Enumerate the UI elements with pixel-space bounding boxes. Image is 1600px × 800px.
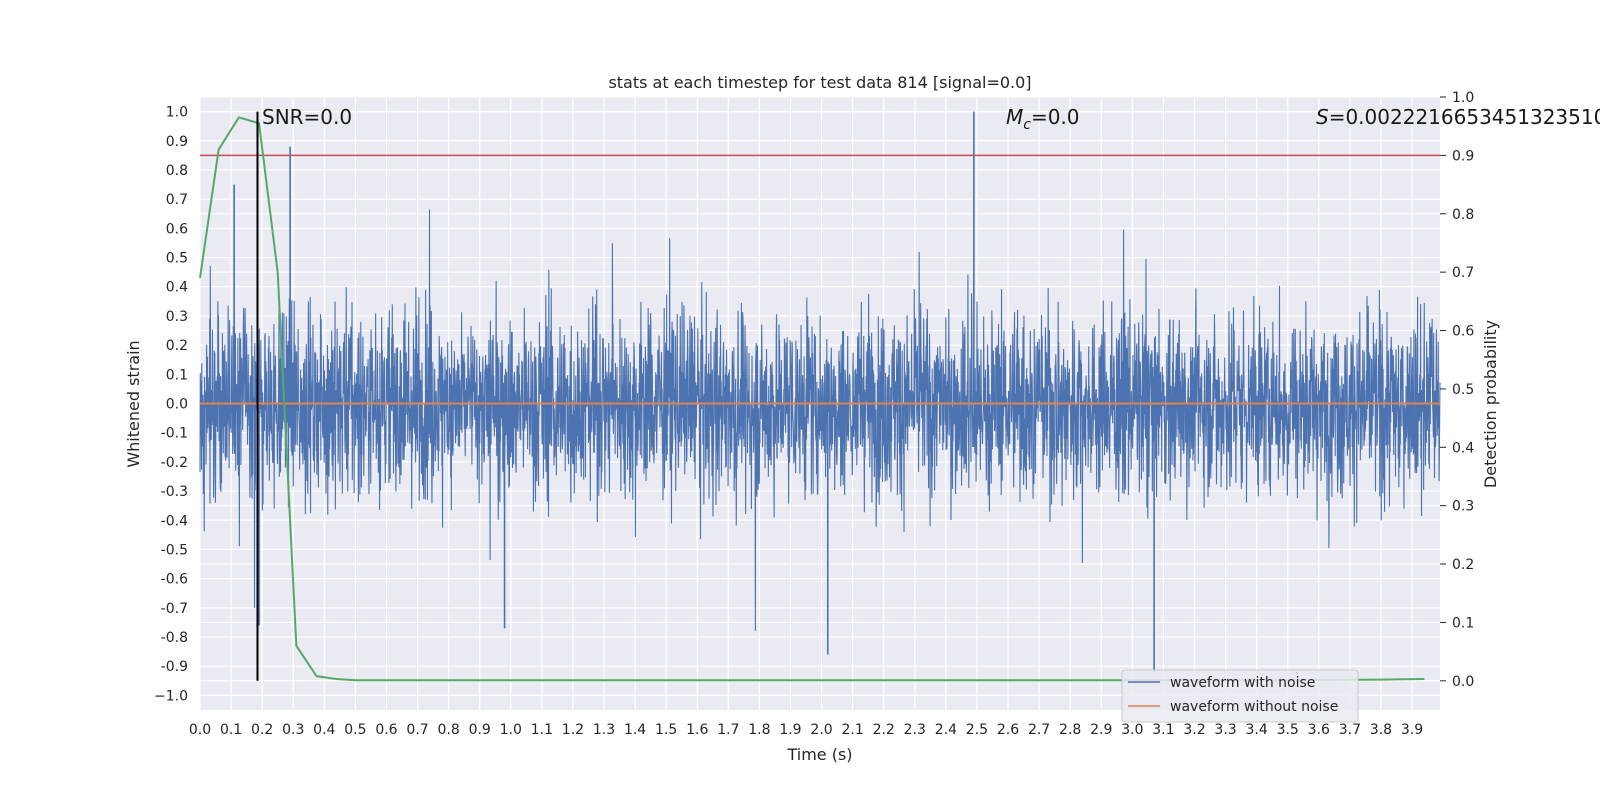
x-tick-labels: 0.0 0.1 0.2 0.3 0.4 0.5 0.6 0.7 0.8 0.9 1.0 1.1 1.2 1…: [189, 722, 1423, 738]
x-tick-label: 2.9: [1090, 722, 1112, 738]
y-axis-label-right: Detection probability: [1481, 320, 1500, 488]
x-tick-label: 1.3: [593, 722, 615, 738]
x-tick-label: 2.8: [1059, 722, 1081, 738]
x-tick-label: 3.1: [1152, 722, 1174, 738]
y-tick-label-left: -0.2: [161, 455, 188, 471]
y-tick-label-left: 0.7: [166, 192, 188, 208]
x-tick-label: 0.4: [313, 722, 335, 738]
x-tick-label: 0.8: [437, 722, 459, 738]
x-tick-label: 0.7: [406, 722, 428, 738]
x-tick-label: 1.8: [748, 722, 770, 738]
y-tick-label-left: 0.4: [166, 280, 188, 296]
x-tick-label: 3.7: [1339, 722, 1361, 738]
y-axis-label-left: Whitened strain: [124, 340, 143, 467]
x-tick-label: 2.5: [966, 722, 988, 738]
x-tick-label: 1.7: [717, 722, 739, 738]
y-tick-label-right: 0.0: [1452, 674, 1474, 690]
x-tick-label: 3.9: [1401, 722, 1423, 738]
mc-symbol: M: [1006, 105, 1023, 129]
x-tick-label: 2.7: [1028, 722, 1050, 738]
y-tick-label-right: 0.9: [1452, 148, 1474, 164]
x-tick-label: 1.6: [686, 722, 708, 738]
y-tick-label-left: -0.9: [161, 659, 188, 675]
legend-box: [1121, 669, 1359, 723]
x-tick-label: 0.0: [189, 722, 211, 738]
x-axis-label: Time (s): [786, 745, 852, 764]
x-tick-label: 1.9: [779, 722, 801, 738]
y-tick-label-left: -0.1: [161, 426, 188, 442]
s-value: =0.0022216653451323510: [1329, 105, 1600, 129]
mc-value: =0.0: [1031, 105, 1080, 129]
x-tick-label: 3.5: [1277, 722, 1299, 738]
y-tick-label-right: 0.2: [1452, 557, 1474, 573]
x-tick-label: 0.9: [469, 722, 491, 738]
y-tick-label-left: 1.0: [166, 105, 188, 121]
x-tick-label: 1.2: [562, 722, 584, 738]
snr-annotation: SNR=0.0: [262, 105, 352, 129]
y-tick-label-left: 0.6: [166, 221, 188, 237]
y-tick-label-left: -0.3: [161, 484, 188, 500]
x-tick-label: 3.0: [1121, 722, 1143, 738]
y-tick-label-right: 0.7: [1452, 265, 1474, 281]
y-tick-label-right: 0.3: [1452, 499, 1474, 515]
x-tick-label: 1.1: [531, 722, 553, 738]
x-tick-label: 3.3: [1214, 722, 1236, 738]
y-tick-label-left: 0.2: [166, 338, 188, 354]
y-tick-label-left: -0.6: [161, 572, 188, 588]
y-tick-label-left: -0.8: [161, 630, 188, 646]
x-tick-label: 2.3: [904, 722, 926, 738]
y-tick-label-left: 0.8: [166, 163, 188, 179]
x-tick-label: 0.5: [344, 722, 366, 738]
y-tick-label-left: -0.7: [161, 601, 188, 617]
legend-label-without-noise: waveform without noise: [1170, 699, 1338, 715]
x-tick-label: 3.6: [1308, 722, 1330, 738]
x-tick-label: 1.4: [624, 722, 646, 738]
mc-annotation: Mc=0.0: [1006, 105, 1080, 133]
y-tick-labels-right: 1.0 0.9 0.8 0.7 0.6 0.5 0.4 0.3 0.2 0.1 0.0: [1440, 90, 1474, 690]
x-tick-label: 3.2: [1183, 722, 1205, 738]
y-tick-label-left: 0.0: [166, 397, 188, 413]
y-tick-label-left: −1.0: [154, 688, 188, 704]
x-tick-label: 2.6: [997, 722, 1019, 738]
noise-series: [199, 111, 1441, 673]
y-tick-label-right: 0.5: [1452, 382, 1474, 398]
y-tick-label-left: 0.9: [166, 134, 188, 150]
x-tick-label: 0.6: [375, 722, 397, 738]
y-tick-label-right: 0.6: [1452, 324, 1474, 340]
x-tick-label: 2.1: [841, 722, 863, 738]
y-tick-label-left: 0.5: [166, 251, 188, 267]
x-tick-label: 2.0: [810, 722, 832, 738]
s-symbol: S: [1316, 105, 1329, 129]
legend-label-with-noise: waveform with noise: [1170, 675, 1315, 691]
x-tick-label: 3.4: [1246, 722, 1268, 738]
waveform-with-noise-line: [199, 209, 1441, 631]
x-tick-label: 1.0: [500, 722, 522, 738]
chart-title: stats at each timestep for test data 814…: [608, 73, 1031, 92]
x-tick-label: 0.2: [251, 722, 273, 738]
y-tick-labels-left: 1.0 0.9 0.8 0.7 0.6 0.5 0.4 0.3 0.2 0.1 0.0 -0.1 -0.…: [154, 105, 188, 705]
s-annotation: S=0.0022216653451323510: [1316, 105, 1600, 129]
y-tick-label-left: 0.1: [166, 367, 188, 383]
y-tick-label-right: 0.1: [1452, 615, 1474, 631]
legend: waveform with noise waveform without noi…: [1121, 669, 1359, 723]
x-tick-label: 2.2: [873, 722, 895, 738]
x-tick-label: 0.3: [282, 722, 304, 738]
x-tick-label: 1.5: [655, 722, 677, 738]
y-tick-label-right: 0.4: [1452, 440, 1474, 456]
y-tick-label-right: 1.0: [1452, 90, 1474, 106]
mc-subscript: c: [1023, 117, 1031, 133]
x-tick-label: 3.8: [1370, 722, 1392, 738]
y-tick-label-right: 0.8: [1452, 207, 1474, 223]
y-tick-label-left: 0.3: [166, 309, 188, 325]
y-tick-label-left: -0.5: [161, 542, 188, 558]
x-tick-label: 0.1: [220, 722, 242, 738]
y-tick-label-left: -0.4: [161, 513, 188, 529]
x-tick-label: 2.4: [935, 722, 957, 738]
